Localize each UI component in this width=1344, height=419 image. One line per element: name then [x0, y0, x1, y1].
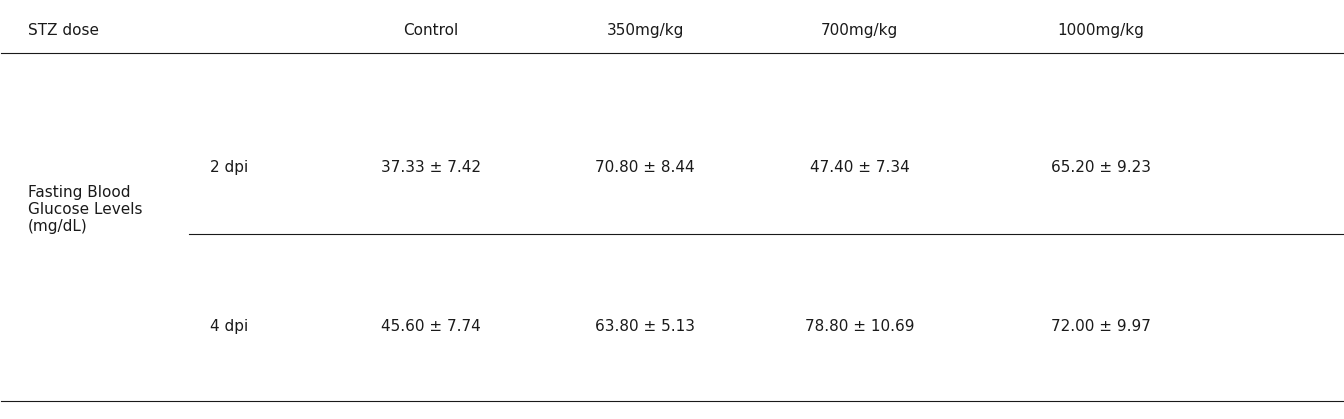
Text: Fasting Blood
Glucose Levels
(mg/dL): Fasting Blood Glucose Levels (mg/dL) [28, 185, 142, 234]
Text: 4 dpi: 4 dpi [210, 318, 249, 334]
Text: 78.80 ± 10.69: 78.80 ± 10.69 [805, 318, 914, 334]
Text: 700mg/kg: 700mg/kg [821, 23, 898, 38]
Text: 63.80 ± 5.13: 63.80 ± 5.13 [595, 318, 695, 334]
Text: 350mg/kg: 350mg/kg [606, 23, 684, 38]
Text: 1000mg/kg: 1000mg/kg [1058, 23, 1145, 38]
Text: 47.40 ± 7.34: 47.40 ± 7.34 [810, 160, 910, 176]
Text: 65.20 ± 9.23: 65.20 ± 9.23 [1051, 160, 1152, 176]
Text: Control: Control [403, 23, 458, 38]
Text: 37.33 ± 7.42: 37.33 ± 7.42 [380, 160, 481, 176]
Text: 2 dpi: 2 dpi [210, 160, 249, 176]
Text: 70.80 ± 8.44: 70.80 ± 8.44 [595, 160, 695, 176]
Text: 72.00 ± 9.97: 72.00 ± 9.97 [1051, 318, 1150, 334]
Text: STZ dose: STZ dose [28, 23, 99, 38]
Text: 45.60 ± 7.74: 45.60 ± 7.74 [380, 318, 480, 334]
